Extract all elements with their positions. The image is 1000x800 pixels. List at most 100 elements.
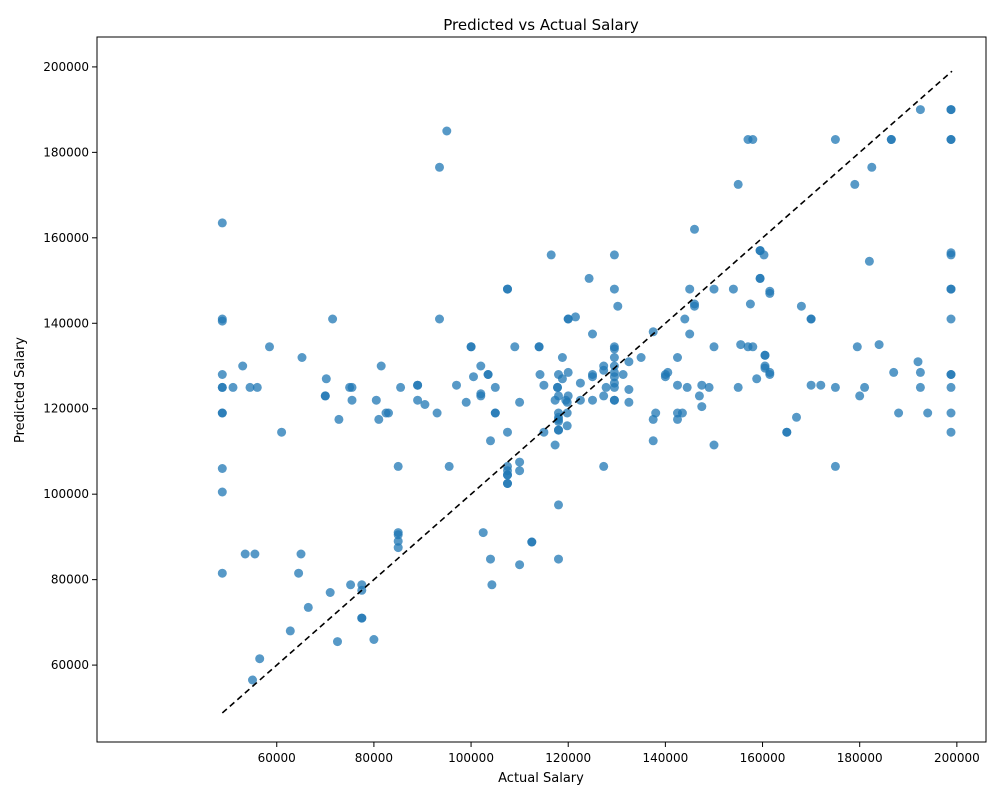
data-point xyxy=(250,549,260,559)
data-point xyxy=(217,408,227,418)
data-point xyxy=(946,408,956,418)
reference-line-layer xyxy=(221,70,953,714)
data-point xyxy=(609,250,619,260)
data-point xyxy=(624,397,634,407)
data-point xyxy=(886,135,896,144)
data-point xyxy=(486,554,495,564)
reference-line xyxy=(221,70,953,714)
data-point xyxy=(748,342,758,352)
data-point xyxy=(673,380,682,390)
data-point xyxy=(830,461,840,471)
data-point xyxy=(806,380,816,390)
y-tick-label: 60000 xyxy=(51,658,89,672)
data-point xyxy=(894,408,904,418)
data-point xyxy=(709,342,719,352)
data-point xyxy=(420,400,430,409)
data-point xyxy=(217,218,227,228)
data-point xyxy=(563,314,573,324)
data-point xyxy=(599,461,609,471)
data-point xyxy=(690,301,699,311)
data-point xyxy=(265,342,274,352)
data-point xyxy=(303,602,313,612)
x-axis: 60000 80000 100000 120000 140000 160000 180000… xyxy=(258,742,980,765)
x-tick-label: 140000 xyxy=(642,751,688,765)
data-point xyxy=(396,382,406,392)
data-point xyxy=(554,554,563,564)
data-point xyxy=(765,370,775,379)
data-point xyxy=(393,536,403,546)
data-point xyxy=(852,342,862,352)
data-point xyxy=(728,284,738,294)
data-point xyxy=(755,273,765,283)
data-point xyxy=(546,250,556,260)
plot-frame xyxy=(96,36,987,743)
data-point xyxy=(736,340,746,350)
data-point xyxy=(760,350,770,360)
points-layer xyxy=(217,105,956,685)
data-point xyxy=(609,353,619,362)
data-point xyxy=(575,395,585,405)
data-point xyxy=(369,635,379,644)
data-point xyxy=(752,374,762,384)
data-point xyxy=(346,580,356,590)
data-point xyxy=(217,568,227,578)
data-point xyxy=(624,357,634,367)
data-point xyxy=(636,353,646,362)
y-tick-label: 120000 xyxy=(43,402,89,416)
data-point xyxy=(685,284,695,294)
data-point xyxy=(946,427,956,437)
data-point xyxy=(490,408,500,418)
x-tick-label: 160000 xyxy=(740,751,786,765)
data-point xyxy=(534,342,544,352)
data-point xyxy=(217,464,227,473)
data-point xyxy=(915,105,925,115)
data-point xyxy=(889,367,899,377)
data-point xyxy=(709,284,719,294)
data-point xyxy=(704,382,714,392)
data-point xyxy=(432,408,442,418)
x-tick-label: 200000 xyxy=(934,751,980,765)
data-point xyxy=(946,370,956,379)
data-point xyxy=(685,329,695,339)
data-point xyxy=(946,250,956,260)
y-tick-label: 200000 xyxy=(43,60,89,74)
data-point xyxy=(374,414,384,424)
data-point xyxy=(915,382,925,392)
data-point xyxy=(792,412,801,422)
data-point xyxy=(588,395,597,405)
data-point xyxy=(515,466,525,476)
x-tick-label: 60000 xyxy=(258,751,296,765)
data-point xyxy=(609,382,619,392)
data-point xyxy=(527,537,537,547)
data-point xyxy=(328,314,338,324)
data-point xyxy=(503,427,512,437)
data-point xyxy=(796,301,806,311)
data-point xyxy=(554,425,563,435)
x-tick-label: 80000 xyxy=(355,751,393,765)
data-point xyxy=(376,361,386,371)
data-point xyxy=(503,479,512,488)
y-tick-label: 160000 xyxy=(43,231,89,245)
data-point xyxy=(413,395,423,405)
data-point xyxy=(371,395,381,405)
data-point xyxy=(648,327,658,337)
data-point xyxy=(748,135,758,144)
data-point xyxy=(325,588,335,597)
data-point xyxy=(252,382,262,392)
data-point xyxy=(575,378,585,388)
data-point xyxy=(913,357,923,367)
data-point xyxy=(297,353,307,362)
data-point xyxy=(334,414,344,424)
data-point xyxy=(562,421,572,431)
y-tick-label: 140000 xyxy=(43,316,89,330)
data-point xyxy=(682,382,692,392)
data-point xyxy=(487,580,497,590)
data-point xyxy=(461,397,471,407)
data-point xyxy=(694,391,704,401)
chart-title: Predicted vs Actual Salary xyxy=(443,16,639,34)
data-point xyxy=(245,382,255,392)
y-tick-label: 80000 xyxy=(51,573,89,587)
data-point xyxy=(584,273,594,283)
data-point xyxy=(588,372,597,382)
data-point xyxy=(562,408,572,418)
